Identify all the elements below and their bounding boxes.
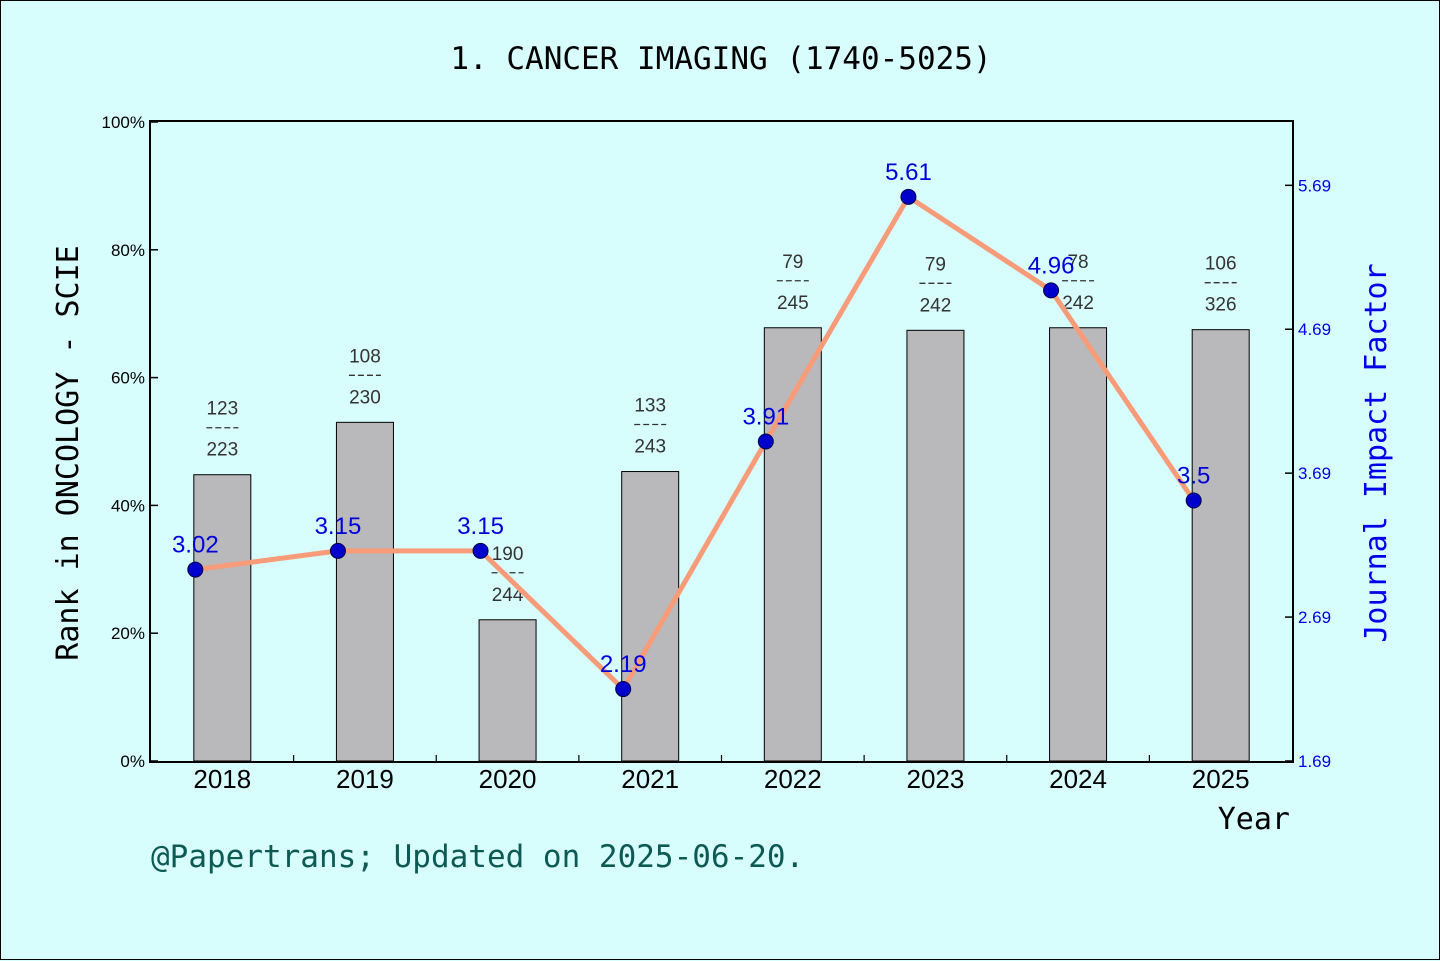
y2-tick-label: 1.69: [1298, 752, 1331, 771]
y2-tick-label: 2.69: [1298, 608, 1331, 627]
total-label: 230: [349, 387, 381, 408]
x-tick-label: 2020: [479, 764, 537, 794]
x-tick-label: 2024: [1049, 764, 1107, 794]
footer-note: @Papertrans; Updated on 2025-06-20.: [151, 839, 804, 875]
x-tick-label: 2025: [1192, 764, 1250, 794]
y2-axis-label: Journal Impact Factor: [1359, 263, 1394, 642]
y2-tick-label: 3.69: [1298, 464, 1331, 483]
x-tick-label: 2023: [907, 764, 965, 794]
y-tick-label: 0%: [120, 752, 145, 771]
y-tick-label: 100%: [102, 113, 145, 132]
x-tick-label: 2018: [193, 764, 251, 794]
impact-factor-label: 3.91: [742, 404, 789, 431]
x-axis-label: Year: [1218, 802, 1290, 837]
impact-factor-point: [757, 433, 774, 450]
plot-area: [149, 120, 1294, 763]
bar-2023: [906, 329, 965, 762]
rank-label: 190: [492, 544, 524, 565]
impact-factor-label: 4.96: [1028, 252, 1075, 279]
impact-factor-point: [187, 561, 204, 578]
bars-layer: [193, 327, 1250, 762]
rank-label: 106: [1205, 254, 1237, 275]
bar-2019: [335, 421, 394, 762]
y-axis-ticks: 0% 20% 40% 60% 80% 100%: [102, 113, 158, 771]
x-tick-label: 2019: [336, 764, 394, 794]
y-tick-label: 40%: [111, 496, 145, 515]
y-tick-label: 60%: [111, 369, 145, 388]
impact-factor-label: 3.5: [1177, 463, 1210, 490]
impact-factor-line: [192, 194, 1197, 692]
total-label: 242: [920, 295, 952, 316]
x-axis-ticks: 2018 2019 2020 2021 2022 2023 2024 2025: [193, 755, 1250, 794]
bar-2020: [478, 619, 537, 762]
impact-factor-label: 2.19: [600, 651, 647, 678]
impact-factor-point: [329, 542, 346, 559]
rank-label: 123: [206, 399, 238, 420]
impact-factor-label: 3.15: [315, 513, 362, 540]
total-label: 223: [206, 440, 238, 461]
x-tick-label: 2021: [621, 764, 679, 794]
impact-factor-point: [472, 542, 489, 559]
y2-tick-label: 4.69: [1298, 320, 1331, 339]
bar-2025: [1191, 329, 1250, 762]
impact-factor-line-layer: 3.02 3.15 3.15 2.19 3.91 5.61 4.96 3.5: [172, 159, 1210, 698]
y2-tick-label: 5.69: [1298, 176, 1331, 195]
total-label: 326: [1205, 295, 1237, 316]
rank-label: 108: [349, 346, 381, 367]
total-label: 243: [634, 437, 666, 458]
total-label: 244: [492, 585, 524, 606]
y2-axis-ticks: 1.69 2.69 3.69 4.69 5.69: [1285, 176, 1331, 771]
y-tick-label: 80%: [111, 241, 145, 260]
impact-factor-point: [1185, 492, 1202, 509]
impact-factor-label: 5.61: [885, 159, 932, 186]
impact-factor-point: [900, 188, 917, 205]
bar-2024: [1049, 327, 1108, 762]
impact-factor-label: 3.02: [172, 532, 219, 559]
rank-label: 78: [1067, 252, 1088, 273]
impact-factor-label: 3.15: [457, 513, 504, 540]
bar-2021: [621, 471, 680, 762]
rank-label: 133: [634, 396, 666, 417]
total-label: 242: [1062, 293, 1094, 314]
x-tick-label: 2022: [764, 764, 822, 794]
impact-factor-point: [1043, 282, 1060, 299]
bar-2018: [193, 474, 252, 762]
rank-label: 79: [925, 254, 946, 275]
rank-labels-layer: 123 223 108 230 190 244 133 243 79 245 79 242 78 242 1…: [206, 252, 1237, 606]
chart-title: 1. CANCER IMAGING (1740-5025): [450, 41, 991, 77]
total-label: 245: [777, 293, 809, 314]
impact-factor-point: [615, 681, 632, 698]
rank-label: 79: [782, 252, 803, 273]
y-axis-label: Rank in ONCOLOGY - SCIE: [51, 245, 86, 660]
y-tick-label: 20%: [111, 624, 145, 643]
